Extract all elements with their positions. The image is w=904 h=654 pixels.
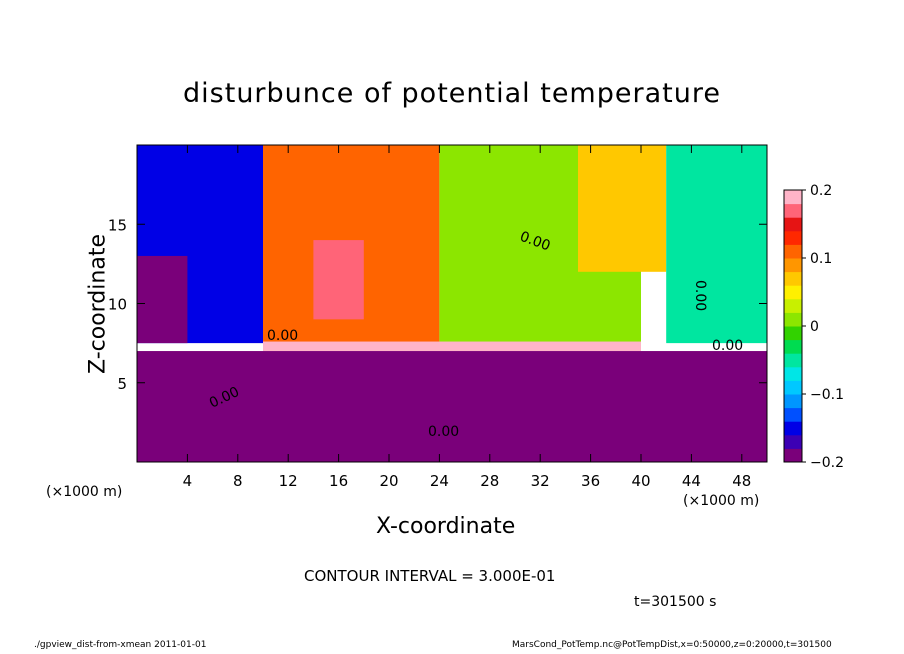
x-tick-label: 4	[183, 472, 193, 490]
colorbar: 0.2 0.1 0 −0.1 −0.2	[783, 183, 844, 471]
colorbar-swatch	[784, 394, 802, 409]
x-axis-label: X-coordinate	[376, 514, 516, 539]
colorbar-swatch	[784, 353, 802, 368]
colorbar-swatch	[784, 244, 802, 259]
contour-label: 0.00	[267, 328, 298, 344]
colorbar-swatch	[784, 339, 802, 354]
x-tick-label: 16	[329, 472, 348, 490]
x-tick-label: 40	[631, 472, 650, 490]
footer-right: MarsCond_PotTemp.nc@PotTempDist,x=0:5000…	[512, 640, 832, 650]
colorbar-swatch	[784, 203, 802, 218]
contour-interval: CONTOUR INTERVAL = 3.000E-01	[304, 567, 556, 585]
colorbar-swatch	[784, 285, 802, 300]
colorbar-swatch	[784, 366, 802, 381]
x-tick-label: 8	[233, 472, 243, 490]
x-axis-ticks: 4 8 12 16 20 24 28 32 36 40 44 48	[183, 145, 751, 490]
x-tick-label: 36	[581, 472, 600, 490]
colorbar-swatch	[784, 448, 802, 463]
time-stamp: t=301500 s	[634, 594, 717, 610]
x-unit-left: (×1000 m)	[46, 484, 123, 500]
colorbar-swatch	[784, 421, 802, 436]
contour-label: 0.00	[692, 280, 708, 311]
colorbar-swatch	[784, 312, 802, 327]
y-tick-label: 5	[117, 375, 127, 393]
colorbar-swatch	[784, 258, 802, 273]
x-unit-right: (×1000 m)	[683, 493, 760, 509]
y-axis-label: Z-coordinate	[85, 234, 111, 374]
colorbar-tick-label: −0.1	[810, 387, 844, 403]
colorbar-swatch	[784, 326, 802, 341]
colorbar-swatch	[784, 230, 802, 245]
heatmap-field	[137, 145, 767, 462]
chart-title: disturbunce of potential temperature	[183, 78, 721, 109]
field-region-upper-right-warm	[578, 145, 667, 272]
colorbar-swatch	[784, 298, 802, 313]
y-tick-label: 15	[108, 216, 127, 234]
contour-label: 0.00	[428, 424, 459, 440]
x-tick-label: 44	[682, 472, 701, 490]
colorbar-swatch	[784, 190, 802, 205]
footer-left: ./gpview_dist-from-xmean 2011-01-01	[34, 640, 207, 650]
y-axis-ticks: 5 10 15	[108, 216, 767, 393]
x-tick-label: 32	[531, 472, 550, 490]
field-region-warm-center	[313, 240, 364, 320]
y-tick-label: 10	[108, 296, 127, 314]
field-region-inversion-layer	[263, 341, 641, 352]
x-tick-label: 12	[279, 472, 298, 490]
colorbar-tick-label: 0.1	[810, 251, 832, 267]
field-region-upper-right	[666, 145, 767, 344]
colorbar-swatch	[784, 380, 802, 395]
colorbar-swatch	[784, 271, 802, 286]
field-region-lower-layer	[137, 351, 767, 462]
colorbar-swatch	[784, 217, 802, 232]
x-tick-label: 48	[732, 472, 751, 490]
field-region-far-left-core	[137, 255, 188, 344]
colorbar-swatch	[784, 407, 802, 422]
colorbar-swatch	[784, 434, 802, 449]
colorbar-tick-label: −0.2	[810, 455, 844, 471]
colorbar-tick-label: 0	[810, 319, 819, 335]
x-tick-label: 20	[379, 472, 398, 490]
x-tick-label: 24	[430, 472, 449, 490]
colorbar-tick-label: 0.2	[810, 183, 832, 199]
contour-label: 0.00	[712, 338, 743, 354]
x-tick-label: 28	[480, 472, 499, 490]
